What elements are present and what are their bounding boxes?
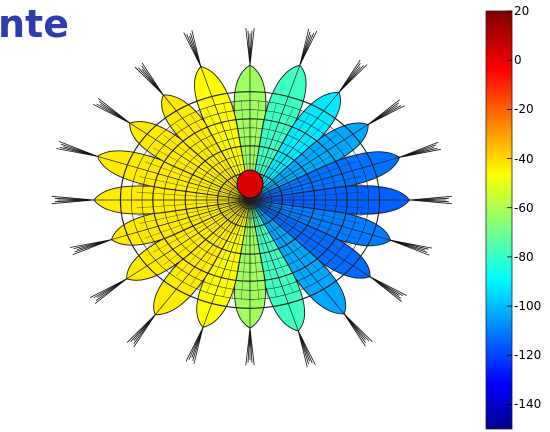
mesh-spoke: [249, 129, 331, 201]
mesh-spoke: [240, 199, 251, 300]
mesh-spoke: [144, 161, 251, 201]
mesh-spoke: [249, 199, 356, 239]
colorbar-tick-label: 20: [514, 4, 530, 18]
petal-tip-whisker: [399, 148, 441, 158]
mesh-spoke: [152, 199, 251, 253]
mesh-spoke: [163, 134, 251, 201]
petal-tip-whisker: [369, 276, 402, 302]
colorbar-tick-label: -20: [514, 102, 534, 117]
mesh-spoke: [249, 199, 269, 299]
petal-tip-whisker: [70, 239, 112, 248]
mesh-spoke: [136, 199, 251, 209]
mesh-spoke: [249, 199, 361, 224]
mesh-spoke: [148, 199, 251, 246]
mesh-spoke: [157, 199, 251, 259]
petal-tip-whisker: [51, 195, 94, 201]
petal-tip-whisker: [191, 30, 202, 67]
petal-tip-whisker: [249, 28, 255, 66]
center-peak: [236, 169, 264, 199]
colorbar-tick-label: -120: [514, 348, 542, 363]
mesh-spoke: [249, 199, 331, 271]
mesh-spoke: [139, 176, 251, 201]
mesh-spoke: [249, 168, 359, 201]
mesh-spoke: [249, 199, 302, 290]
mesh-spoke: [249, 199, 260, 300]
mesh-spoke: [137, 199, 251, 216]
colorbar-tick-label: -140: [514, 397, 542, 412]
mesh-spoke: [190, 199, 251, 286]
mesh-spoke: [249, 191, 364, 201]
mesh-spoke: [137, 184, 251, 201]
mesh-spoke: [169, 199, 251, 271]
mesh-spoke: [157, 141, 251, 201]
petal-tip-whisker: [390, 239, 430, 256]
petal-tip-whisker: [245, 328, 251, 366]
mesh-spoke: [249, 199, 352, 246]
colorbar: [485, 10, 513, 430]
mesh-spoke: [249, 199, 310, 286]
petal-tip-whisker: [58, 141, 98, 157]
petal-tip-whisker: [297, 330, 308, 368]
mesh-spoke: [231, 199, 251, 299]
mesh-spoke: [249, 199, 364, 209]
surface-center: [236, 169, 264, 199]
petal-tip-whisker: [141, 62, 164, 96]
petal-tip-whisker: [343, 313, 366, 347]
petal-tip-whisker: [89, 278, 127, 298]
mesh-spoke: [141, 168, 251, 201]
mesh-spoke: [249, 199, 363, 216]
mesh-spokes: [51, 28, 452, 368]
petal-tip-whisker: [299, 30, 318, 66]
mesh-spoke: [249, 147, 348, 201]
mesh-spoke: [139, 199, 251, 224]
mesh-spoke: [249, 199, 294, 293]
petal-tip-whisker: [126, 314, 156, 343]
colorbar-tick-label: -60: [514, 200, 534, 215]
mesh-spoke: [249, 176, 361, 201]
mesh-spoke: [249, 199, 348, 253]
mesh-spoke: [141, 199, 251, 232]
mesh-spoke: [223, 199, 251, 298]
mesh-spoke: [152, 147, 251, 201]
mesh-spoke: [249, 199, 318, 282]
mesh-spoke: [249, 161, 356, 201]
page-title: nte: [0, 2, 69, 46]
mesh-spoke: [249, 154, 352, 201]
petal-tip-whisker: [97, 97, 131, 124]
colorbar-tick-label: 0: [514, 53, 522, 68]
mesh-spoke: [249, 199, 325, 277]
mesh-spoke: [169, 129, 251, 201]
mesh-spoke: [163, 199, 251, 266]
petal-tip-whisker: [338, 64, 368, 93]
mesh-spoke: [249, 141, 343, 201]
mesh-spoke: [175, 199, 251, 277]
mesh-spoke: [249, 199, 277, 298]
colorbar-ticks: [507, 10, 512, 405]
mesh-spoke: [206, 199, 251, 293]
petal-tip-whisker: [367, 105, 405, 125]
mesh-spoke: [182, 199, 251, 282]
mesh-spoke: [249, 184, 363, 201]
mesh-spoke: [249, 199, 337, 266]
mesh-spoke: [136, 191, 251, 201]
mesh-spoke: [144, 199, 251, 239]
petal-tip-whisker: [185, 327, 204, 362]
colorbar-tick-label: -100: [514, 299, 542, 314]
mesh-spoke: [249, 134, 337, 201]
mesh-spoke: [214, 199, 251, 296]
colorbar-tick-label: -80: [514, 249, 534, 264]
mesh-spoke: [148, 154, 251, 201]
mesh-spoke: [249, 199, 343, 259]
mesh-spoke: [198, 199, 251, 290]
colorbar-tick-label: -40: [514, 151, 534, 166]
mesh-spoke: [249, 199, 286, 296]
petal-tip-whisker: [409, 199, 452, 205]
mesh-spoke: [249, 199, 359, 232]
